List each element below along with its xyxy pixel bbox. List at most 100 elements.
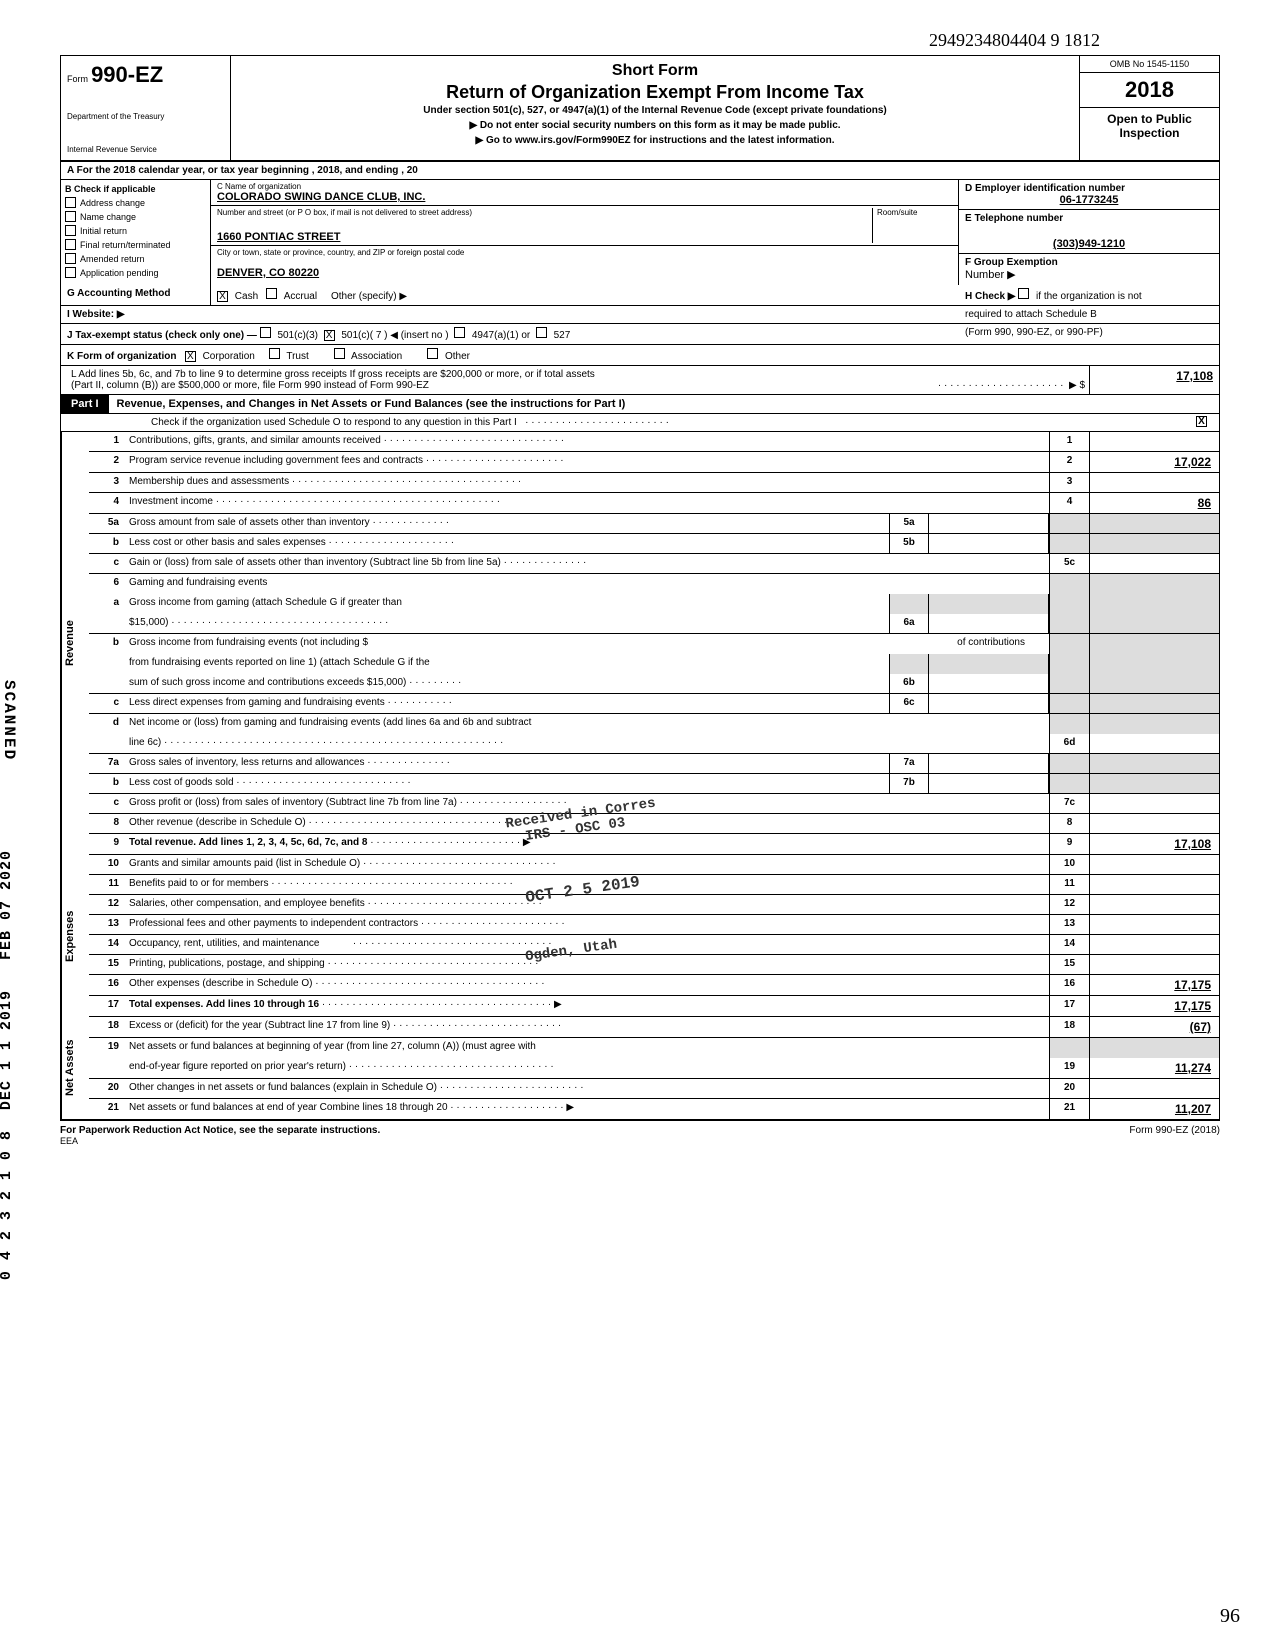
handwritten-top: 2949234804404 9 1812 [60, 30, 1220, 51]
line15-desc: Printing, publications, postage, and shi… [129, 958, 325, 969]
line6c-desc: Less direct expenses from gaming and fun… [129, 697, 385, 708]
line6a1-desc: Gross income from gaming (attach Schedul… [129, 597, 402, 608]
form-header: Form 990-EZ Department of the Treasury I… [60, 55, 1220, 162]
checkbox-amended[interactable] [65, 253, 76, 264]
accounting-options: X Cash Accrual Other (specify) ▶ [211, 285, 959, 305]
accounting-label: G Accounting Method [61, 285, 211, 305]
opt-501c: 501(c)( 7 ) ◀ (insert no ) [341, 330, 448, 341]
checkbox-initial[interactable] [65, 225, 76, 236]
row-j: J Tax-exempt status (check only one) — 5… [60, 324, 1220, 345]
k-label: K Form of organization [67, 351, 176, 362]
checkbox-501c[interactable]: X [324, 330, 335, 341]
header-right: OMB No 1545-1150 2018 Open to Public Ins… [1079, 56, 1219, 160]
opt-amended: Amended return [80, 254, 145, 264]
opt-corp: Corporation [203, 351, 255, 362]
phone-label: E Telephone number [965, 213, 1213, 224]
line12-desc: Salaries, other compensation, and employ… [129, 898, 365, 909]
checkbox-assoc[interactable] [334, 348, 345, 359]
row-k: K Form of organization X Corporation Tru… [60, 345, 1220, 365]
line21-desc: Net assets or fund balances at end of ye… [129, 1102, 448, 1113]
checkbox-527[interactable] [536, 327, 547, 338]
line7c-desc: Gross profit or (loss) from sales of inv… [129, 797, 457, 808]
val-16: 17,175 [1089, 975, 1219, 995]
opt-assoc: Association [351, 351, 402, 362]
line2-desc: Program service revenue including govern… [129, 455, 423, 466]
eea: EEA [60, 1136, 380, 1146]
group-exempt-label: F Group Exemption [965, 257, 1213, 268]
line6d2-desc: line 6c) [129, 737, 161, 748]
form-footer: Form 990-EZ (2018) [1129, 1125, 1220, 1146]
line8-desc: Other revenue (describe in Schedule O) [129, 817, 306, 828]
checkbox-trust[interactable] [269, 348, 280, 359]
row-i: I Website: ▶ required to attach Schedule… [60, 306, 1220, 324]
section-b-title: B Check if applicable [65, 184, 206, 194]
j-label: J Tax-exempt status (check only one) — [67, 330, 257, 341]
line10-desc: Grants and similar amounts paid (list in… [129, 858, 360, 869]
checkbox-name[interactable] [65, 211, 76, 222]
checkbox-corp[interactable]: X [185, 351, 196, 362]
checkbox-accrual[interactable] [266, 288, 277, 299]
short-form-title: Short Form [237, 62, 1073, 80]
name-label: C Name of organization [217, 182, 952, 191]
city-value: DENVER, CO 80220 [217, 267, 952, 279]
checkbox-4947[interactable] [454, 327, 465, 338]
calendar-year-row: A For the 2018 calendar year, or tax yea… [60, 162, 1220, 180]
checkbox-sched-o[interactable]: X [1196, 416, 1207, 427]
line6b1b-desc: of contributions [957, 637, 1045, 648]
opt-k-other: Other [445, 351, 470, 362]
line6d1-desc: Net income or (loss) from gaming and fun… [129, 717, 531, 728]
stamp-scanned: SCANNED [0, 680, 18, 761]
omb-number: OMB No 1545-1150 [1080, 56, 1219, 73]
dept-treasury: Department of the Treasury [67, 112, 224, 121]
val-2: 17,022 [1089, 452, 1219, 472]
part1-header: Part I Revenue, Expenses, and Changes in… [60, 395, 1220, 414]
room-label: Room/suite [877, 208, 952, 217]
val-21: 11,207 [1089, 1099, 1219, 1119]
ein-value: 06-1773245 [965, 194, 1213, 206]
part1-box: Part I [61, 395, 109, 413]
opt-trust: Trust [286, 351, 308, 362]
line4-desc: Investment income [129, 496, 213, 507]
org-name: COLORADO SWING DANCE CLUB, INC. [217, 191, 952, 203]
schedule-o-row: Check if the organization used Schedule … [60, 414, 1220, 432]
arrow-ssn: ▶ Do not enter social security numbers o… [237, 120, 1073, 131]
line11-desc: Benefits paid to or for members [129, 878, 269, 889]
phone-value: (303)949-1210 [965, 238, 1213, 250]
revenue-section: Revenue 1Contributions, gifts, grants, a… [60, 432, 1220, 855]
val-18: (67) [1089, 1017, 1219, 1037]
checkbox-h[interactable] [1018, 288, 1029, 299]
line6b2-desc: from fundraising events reported on line… [129, 657, 430, 668]
row-h: H Check ▶ if the organization is not [959, 285, 1219, 305]
checkbox-501c3[interactable] [260, 327, 271, 338]
opt-pending: Application pending [80, 268, 159, 278]
checkbox-cash[interactable]: X [217, 291, 228, 302]
l-total: 17,108 [1089, 366, 1219, 394]
line5c-desc: Gain or (loss) from sale of assets other… [129, 557, 501, 568]
side-revenue: Revenue [61, 432, 89, 855]
line6-desc: Gaming and fundraising events [129, 577, 267, 588]
checkbox-pending[interactable] [65, 267, 76, 278]
opt-initial: Initial return [80, 226, 127, 236]
open-public-2: Inspection [1119, 126, 1179, 140]
checkbox-final[interactable] [65, 239, 76, 250]
expenses-section: Expenses 10Grants and similar amounts pa… [60, 855, 1220, 1017]
opt-accrual: Accrual [284, 291, 317, 302]
street-label: Number and street (or P O box, if mail i… [217, 208, 872, 217]
opt-other-specify: Other (specify) ▶ [331, 291, 407, 302]
opt-501c3: 501(c)(3) [277, 330, 318, 341]
open-public-1: Open to Public [1107, 112, 1192, 126]
line7b-desc: Less cost of goods sold [129, 777, 234, 788]
h-label: H Check ▶ [965, 291, 1015, 302]
arrow-url: ▶ Go to www.irs.gov/Form990EZ for instru… [237, 135, 1073, 146]
stamp-left-dates: 0 4 2 3 2 1 0 8 DEC 1 1 2019 FEB 07 2020 [0, 850, 15, 1280]
city-label: City or town, state or province, country… [217, 248, 952, 257]
opt-name: Name change [80, 212, 136, 222]
l-text2: (Part II, column (B)) are $500,000 or mo… [71, 380, 429, 391]
form-label: Form [67, 74, 88, 84]
header-left: Form 990-EZ Department of the Treasury I… [61, 56, 231, 160]
checkbox-address[interactable] [65, 197, 76, 208]
checkbox-k-other[interactable] [427, 348, 438, 359]
line5b-desc: Less cost or other basis and sales expen… [129, 537, 326, 548]
side-expenses: Expenses [61, 855, 89, 1017]
opt-final: Final return/terminated [80, 240, 171, 250]
